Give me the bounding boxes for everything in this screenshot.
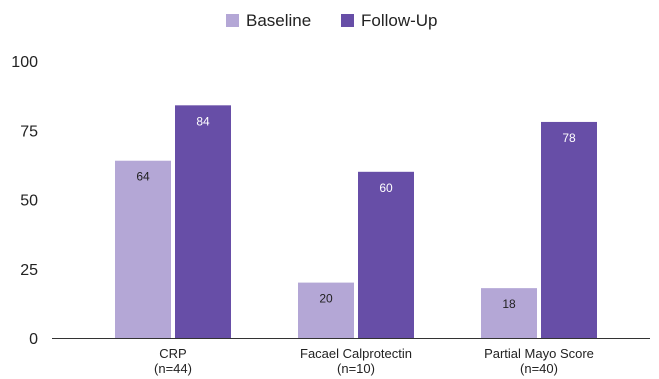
data-label: 20	[319, 292, 333, 306]
data-label: 78	[562, 131, 576, 145]
x-tick-label: CRP	[159, 346, 186, 361]
data-label: 64	[136, 170, 150, 184]
y-tick-label: 50	[20, 193, 38, 210]
x-tick-label: Facael Calprotectin	[300, 346, 412, 361]
y-tick-label: 75	[20, 123, 38, 140]
data-label: 84	[196, 114, 210, 128]
legend-label-0: Baseline	[246, 11, 311, 30]
data-label: 18	[502, 297, 516, 311]
bar-baseline-2	[481, 288, 537, 338]
x-tick-label: Partial Mayo Score	[484, 346, 594, 361]
y-tick-label: 0	[29, 331, 38, 348]
data-label: 60	[379, 181, 393, 195]
legend-swatch-0	[226, 14, 239, 27]
legend-label-1: Follow-Up	[361, 11, 438, 30]
x-tick-sublabel: (n=10)	[337, 361, 375, 376]
y-axis: 0 25 50 75 100	[11, 54, 38, 348]
x-tick-sublabel: (n=40)	[520, 361, 558, 376]
bar-follow-up-1	[358, 171, 414, 338]
x-tick-sublabel: (n=44)	[154, 361, 192, 376]
legend: Baseline Follow-Up	[226, 11, 438, 30]
bar-baseline-1	[298, 282, 354, 338]
legend-swatch-1	[341, 14, 354, 27]
bar-baseline-0	[115, 160, 171, 338]
bar-follow-up-0	[175, 105, 231, 338]
bars: 64 84 20 60 18 78	[115, 105, 597, 338]
y-tick-label: 25	[20, 262, 38, 279]
bar-follow-up-2	[541, 121, 597, 338]
x-axis: CRP(n=44) Facael Calprotectin(n=10) Partia…	[52, 338, 650, 376]
y-tick-label: 100	[11, 54, 38, 71]
